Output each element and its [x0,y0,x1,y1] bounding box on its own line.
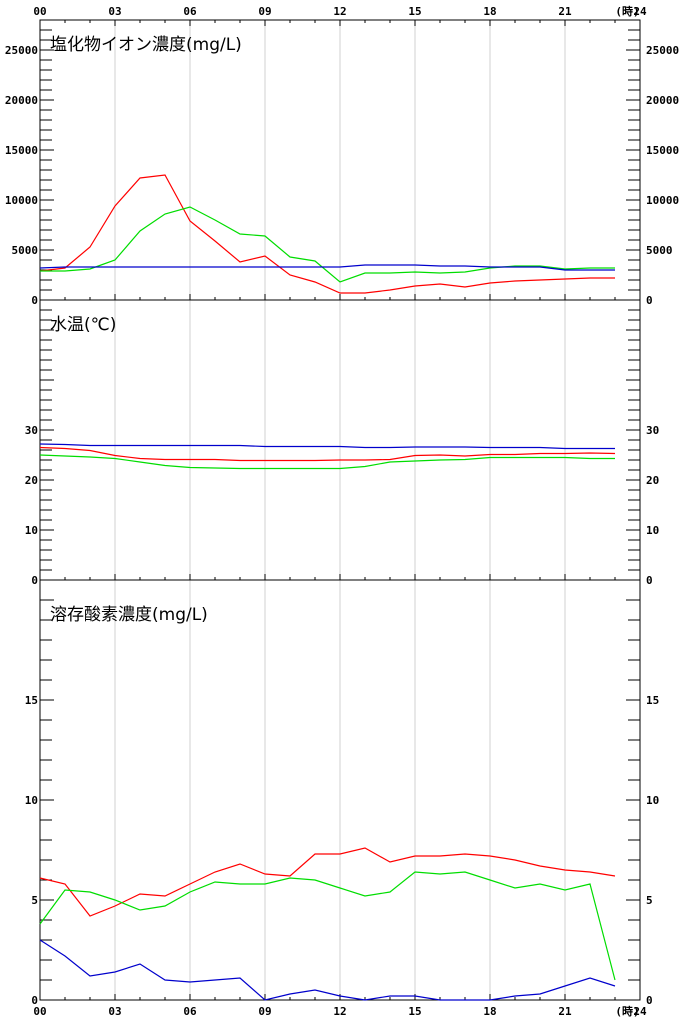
x-tick-label-bottom: 24 [633,1005,647,1018]
chloride-ion-panel: 塩化物イオン濃度(mg/L) 0 0 5000 5000 10000 10000 15000… [5,19,679,307]
y-tick-label-right: 10 [646,524,659,537]
y-tick-label-right: 0 [646,994,653,1007]
series-line-2 [39,939,616,1001]
series-line-0 [39,847,616,917]
x-tick-label-top: 12 [333,5,346,18]
series-line-0 [39,174,615,294]
y-tick-label-left: 30 [25,424,38,437]
x-tick-label-bottom: 21 [558,1005,572,1018]
x-tick-label-bottom: 18 [483,1005,496,1018]
y-tick-label-left: 5000 [12,244,39,257]
y-tick-label-right: 0 [646,574,653,587]
x-tick-label-bottom: 15 [408,1005,421,1018]
y-tick-label-right: 10 [646,794,659,807]
x-tick-label-top: 03 [108,5,121,18]
y-tick-label-left: 10 [25,524,38,537]
x-axis-unit-bottom: (時) [615,1004,639,1018]
series-line-1 [40,206,615,283]
x-tick-label-top: 00 [33,5,46,18]
x-axis-unit-top: (時) [615,4,639,18]
y-tick-label-left: 20 [25,474,38,487]
y-tick-label-left: 0 [31,574,38,587]
series-line-1 [39,871,616,981]
y-tick-label-left: 15000 [5,144,38,157]
x-tick-label-top: 21 [558,5,572,18]
y-tick-label-right: 15 [646,694,659,707]
x-tick-label-top: 06 [183,5,197,18]
series-line-1 [39,454,615,470]
y-tick-label-right: 20 [646,474,659,487]
y-tick-label-left: 5 [31,894,38,907]
series-line-2 [39,443,615,450]
x-tick-label-top: 09 [258,5,271,18]
bottom-time-axis: 00 03 06 09 12 15 18 21 24(時) [33,1004,647,1018]
panel-frame [39,579,641,1001]
panel-title-water-temp: 水温(℃) [50,315,116,335]
y-tick-label-right: 0 [646,294,653,307]
y-tick-label-right: 5 [646,894,653,907]
x-tick-label-top: 18 [483,5,496,18]
x-tick-label-bottom: 09 [258,1005,271,1018]
x-tick-label-bottom: 03 [108,1005,121,1018]
series-line-2 [39,264,615,271]
y-tick-label-left: 15 [25,694,38,707]
y-tick-label-right: 30 [646,424,659,437]
x-tick-label-bottom: 00 [33,1005,46,1018]
series-line-0 [39,446,616,462]
top-time-axis: 00 03 06 09 12 15 18 21 24(時) [33,4,647,18]
water-temperature-panel: 水温(℃) 0 0 10 10 20 20 30 30 [25,299,659,587]
panel-title-dissolved-oxygen: 溶存酸素濃度(mg/L) [50,605,208,625]
x-tick-label-top: 15 [408,5,421,18]
y-tick-label-left: 0 [31,994,38,1007]
y-tick-label-left: 10 [25,794,38,807]
x-tick-label-bottom: 06 [183,1005,197,1018]
y-tick-label-right: 10000 [646,194,679,207]
panel-title-chloride: 塩化物イオン濃度(mg/L) [50,35,242,55]
y-tick-label-left: 25000 [5,44,38,57]
x-tick-label-top: 24 [633,5,647,18]
y-tick-label-left: 0 [31,294,38,307]
x-tick-label-bottom: 12 [333,1005,346,1018]
y-tick-label-left: 20000 [5,94,38,107]
y-tick-label-right: 5000 [646,244,673,257]
y-tick-label-right: 25000 [646,44,679,57]
y-tick-label-right: 20000 [646,94,679,107]
y-tick-label-right: 15000 [646,144,679,157]
y-tick-label-left: 10000 [5,194,38,207]
dissolved-oxygen-panel: 溶存酸素濃度(mg/L) 0 0 5 5 10 10 15 15 [25,579,659,1007]
